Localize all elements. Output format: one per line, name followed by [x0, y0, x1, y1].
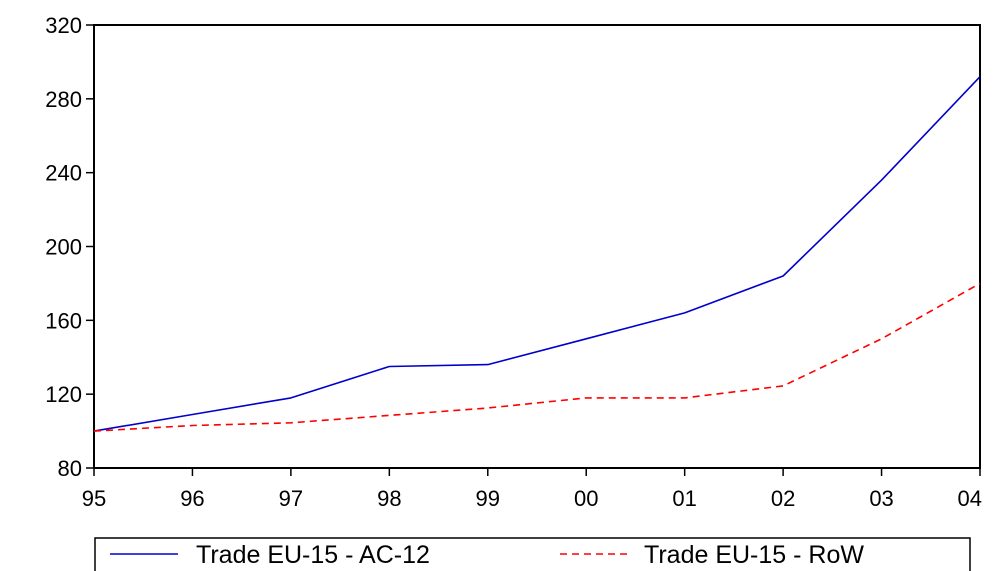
x-tick-label: 95: [82, 486, 106, 511]
series-layer: [93, 76, 981, 432]
x-tick-label: 97: [279, 486, 303, 511]
x-tick-label: 99: [476, 486, 500, 511]
x-tick-label: 02: [771, 486, 795, 511]
series-line-1: [93, 282, 981, 432]
y-tick-label: 200: [45, 235, 82, 260]
y-tick-label: 320: [45, 13, 82, 38]
x-axis: 95 96 97 98 99 00 01 02 03 04: [82, 468, 982, 511]
y-tick-label: 120: [45, 382, 82, 407]
y-axis: 80 120 160 200 240 280 320: [45, 13, 94, 481]
plot-frame: [93, 24, 981, 469]
y-tick-label: 280: [45, 87, 82, 112]
x-tick-label: 04: [958, 486, 982, 511]
legend-label-row: Trade EU-15 - RoW: [644, 541, 864, 569]
x-tick-label: 98: [377, 486, 401, 511]
y-tick-label: 80: [58, 456, 82, 481]
legend-label-ac12: Trade EU-15 - AC-12: [196, 541, 430, 569]
x-tick-label: 00: [574, 486, 598, 511]
y-tick-label: 160: [45, 308, 82, 333]
legend-box: [94, 537, 971, 571]
y-tick-label: 240: [45, 161, 82, 186]
series-line-0: [93, 76, 981, 432]
x-tick-label: 03: [869, 486, 893, 511]
x-tick-label: 96: [180, 486, 204, 511]
x-tick-label: 01: [672, 486, 696, 511]
legend: Trade EU-15 - AC-12 Trade EU-15 - RoW: [94, 537, 971, 571]
